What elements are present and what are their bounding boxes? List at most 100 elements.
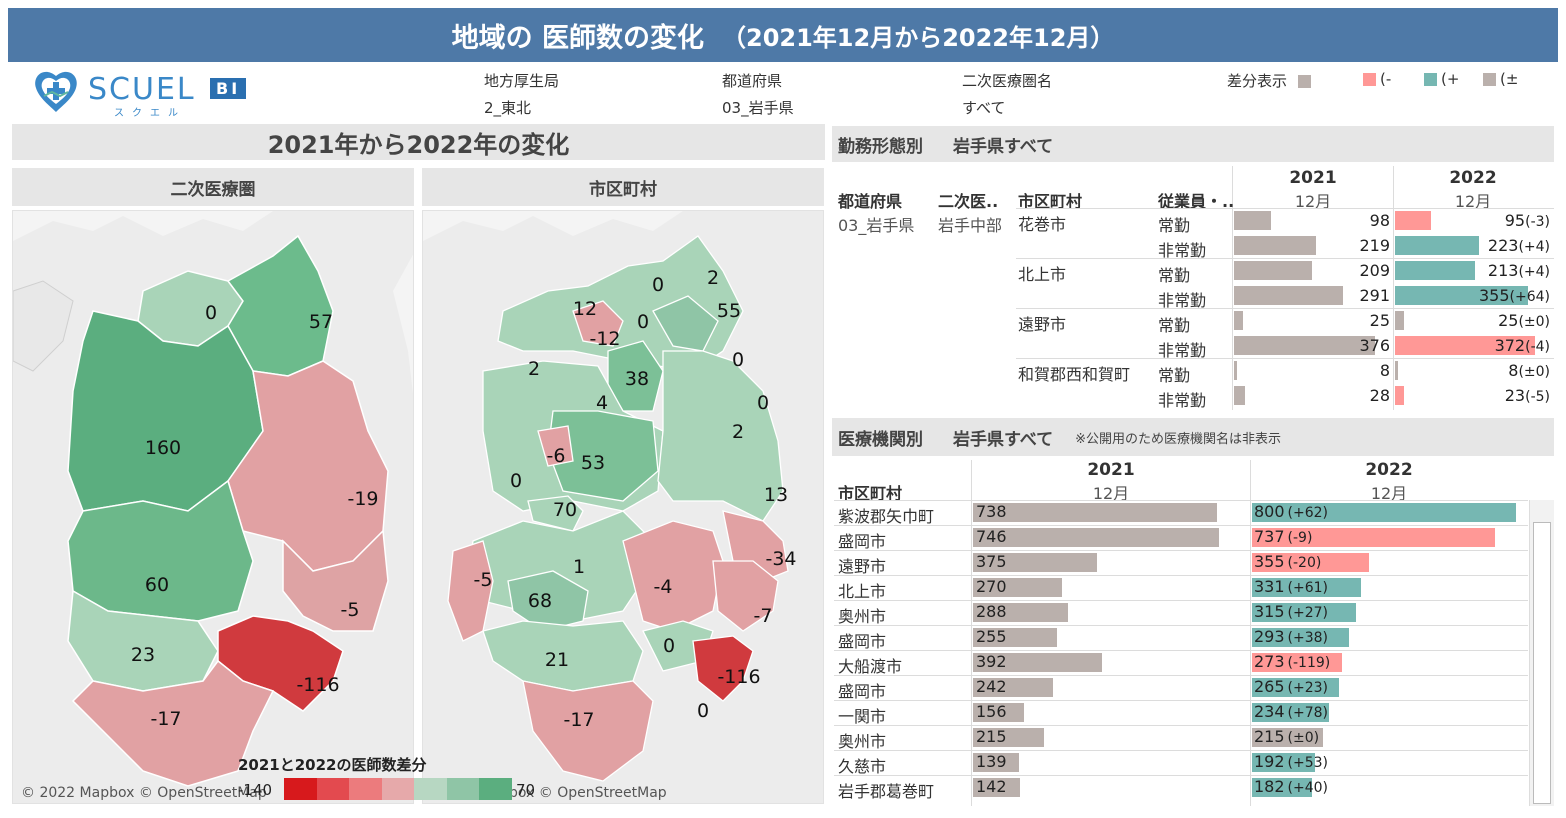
- filter-medical-area[interactable]: 二次医療圏名 すべて: [962, 70, 1052, 118]
- work-bar-2022[interactable]: [1395, 286, 1529, 305]
- inst-bar-2022[interactable]: [1252, 553, 1370, 572]
- filter-medical-area-label: 二次医療圏名: [962, 72, 1053, 90]
- filter-region[interactable]: 地方厚生局 2_東北: [484, 70, 559, 118]
- inst-section-scope: 岩手県すべて: [953, 429, 1054, 450]
- inst-value-2022-number: 331: [1254, 577, 1285, 596]
- work-bar-2021[interactable]: [1234, 236, 1317, 255]
- inst-bar-2022[interactable]: [1252, 503, 1516, 522]
- work-area-value: 岩手中部: [938, 216, 1003, 235]
- filter-prefecture-value[interactable]: 03_岩手県: [722, 99, 794, 117]
- work-bar-2022[interactable]: [1395, 311, 1405, 330]
- map2-label: -34: [765, 548, 796, 570]
- inst-bar-2022[interactable]: [1252, 628, 1349, 647]
- diff-legend-chip-pos: [1424, 73, 1437, 86]
- inst-bar-2021[interactable]: [973, 528, 1220, 547]
- map2-label: 4: [596, 392, 608, 414]
- inst-bar-2021[interactable]: [973, 628, 1058, 647]
- inst-bar-2022[interactable]: [1252, 703, 1330, 722]
- map1-region[interactable]: [71, 659, 275, 787]
- inst-bar-2021[interactable]: [973, 603, 1069, 622]
- inst-scrollbar-thumb[interactable]: [1533, 522, 1551, 804]
- inst-bar-2022[interactable]: [1252, 778, 1313, 797]
- work-row-city: 北上市: [1018, 265, 1067, 284]
- map1-region-label: 0: [205, 302, 217, 324]
- work-bar-2021[interactable]: [1234, 361, 1237, 380]
- map1-svg[interactable]: 0 57 160 -19 60 -5 23 -116 -17: [13, 211, 414, 804]
- map1-region[interactable]: [67, 589, 219, 692]
- inst-bar-2021[interactable]: [973, 578, 1063, 597]
- inst-scrollbar[interactable]: [1529, 500, 1554, 806]
- inst-row-divider: [834, 575, 1528, 576]
- inst-value-2022-number: 800: [1254, 502, 1285, 521]
- inst-bar-2021[interactable]: [973, 728, 1044, 747]
- work-bar-2022[interactable]: [1395, 261, 1475, 280]
- work-bar-2022[interactable]: [1395, 386, 1404, 405]
- inst-row-divider: [834, 625, 1528, 626]
- inst-row-divider: [834, 700, 1528, 701]
- inst-bar-2021[interactable]: [973, 653, 1103, 672]
- inst-value-2022: 234 (+78): [1254, 702, 1328, 721]
- inst-value-2022-diff: (+23): [1287, 680, 1329, 696]
- map1-region[interactable]: [282, 529, 389, 632]
- work-bar-2021[interactable]: [1234, 311, 1244, 330]
- map1-panel[interactable]: 0 57 160 -19 60 -5 23 -116 -17 © 2022 Ma…: [12, 210, 414, 804]
- work-col-area: 二次医..: [938, 192, 999, 211]
- work-bar-2022[interactable]: [1395, 336, 1535, 355]
- work-row-divider: [1016, 208, 1554, 209]
- inst-value-2022: 315 (+27): [1254, 602, 1328, 621]
- map2-svg[interactable]: 0 2 12 -12 0 55 2 38 0 4 0 2 -6 53 0 13 …: [423, 211, 824, 804]
- inst-bar-2022[interactable]: [1252, 728, 1323, 747]
- work-bar-2022[interactable]: [1395, 361, 1398, 380]
- work-row-type: 非常勤: [1158, 241, 1207, 260]
- inst-month-2022-label: 12月: [1370, 484, 1408, 503]
- filter-medical-area-value[interactable]: すべて: [962, 99, 1006, 117]
- inst-value-2022-number: 192: [1254, 752, 1285, 771]
- inst-bar-2022[interactable]: [1252, 653, 1343, 672]
- map1-region-label: 60: [145, 574, 169, 596]
- inst-bar-2021[interactable]: [973, 678, 1053, 697]
- color-legend-step: [479, 778, 513, 800]
- work-row-type: 非常勤: [1158, 341, 1207, 360]
- inst-bar-2022[interactable]: [1252, 578, 1362, 597]
- work-year-2022: 2022 12月: [1394, 168, 1552, 212]
- inst-value-2022-number: 265: [1254, 677, 1285, 696]
- map2-label: -4: [654, 576, 673, 598]
- map1-attribution[interactable]: © 2022 Mapbox © OpenStreetMap: [21, 785, 267, 801]
- work-bar-2021[interactable]: [1234, 286, 1344, 305]
- work-bar-2022[interactable]: [1395, 236, 1479, 255]
- filter-prefecture[interactable]: 都道府県 03_岩手県: [722, 70, 794, 118]
- work-bar-2022[interactable]: [1395, 211, 1431, 230]
- inst-value-2022-diff: (+53): [1287, 755, 1329, 771]
- inst-bar-2021[interactable]: [973, 778, 1020, 797]
- inst-value-2022-diff: (±0): [1287, 730, 1320, 746]
- inst-bar-2021[interactable]: [973, 503, 1217, 522]
- work-bar-2021[interactable]: [1234, 386, 1245, 405]
- inst-value-2022-diff: (-9): [1287, 530, 1313, 546]
- map2-attribution[interactable]: box © OpenStreetMap: [509, 785, 667, 801]
- work-value-2022-number: 25: [1498, 311, 1519, 330]
- inst-bar-2022[interactable]: [1252, 753, 1316, 772]
- inst-bar-2021[interactable]: [973, 703, 1025, 722]
- inst-value-2021: 270: [976, 577, 1007, 596]
- color-legend-step: [414, 778, 447, 800]
- inst-bar-2021[interactable]: [973, 553, 1097, 572]
- inst-value-2022-number: 293: [1254, 627, 1285, 646]
- inst-bar-2022[interactable]: [1252, 603, 1356, 622]
- inst-bar-2022[interactable]: [1252, 678, 1340, 697]
- filter-region-value[interactable]: 2_東北: [484, 99, 532, 117]
- work-row-city: 花巻市: [1018, 215, 1067, 234]
- work-value-2022-number: 213: [1487, 261, 1519, 280]
- map2-label: 0: [652, 274, 664, 296]
- inst-bar-2022[interactable]: [1252, 528, 1496, 547]
- work-bar-2021[interactable]: [1234, 261, 1313, 280]
- inst-row-city: 遠野市: [838, 557, 887, 576]
- work-bar-2021[interactable]: [1234, 211, 1271, 230]
- work-value-2022: 372(-4): [1430, 336, 1550, 355]
- map2-panel[interactable]: 0 2 12 -12 0 55 2 38 0 4 0 2 -6 53 0 13 …: [422, 210, 824, 804]
- work-col-divider: [1393, 166, 1394, 410]
- inst-bar-2021[interactable]: [973, 753, 1019, 772]
- color-legend-min: -140: [238, 781, 273, 799]
- work-value-2022-diff: (-5): [1525, 389, 1550, 405]
- inst-value-2022-diff: (-119): [1287, 655, 1331, 671]
- work-bar-2021[interactable]: [1234, 336, 1375, 355]
